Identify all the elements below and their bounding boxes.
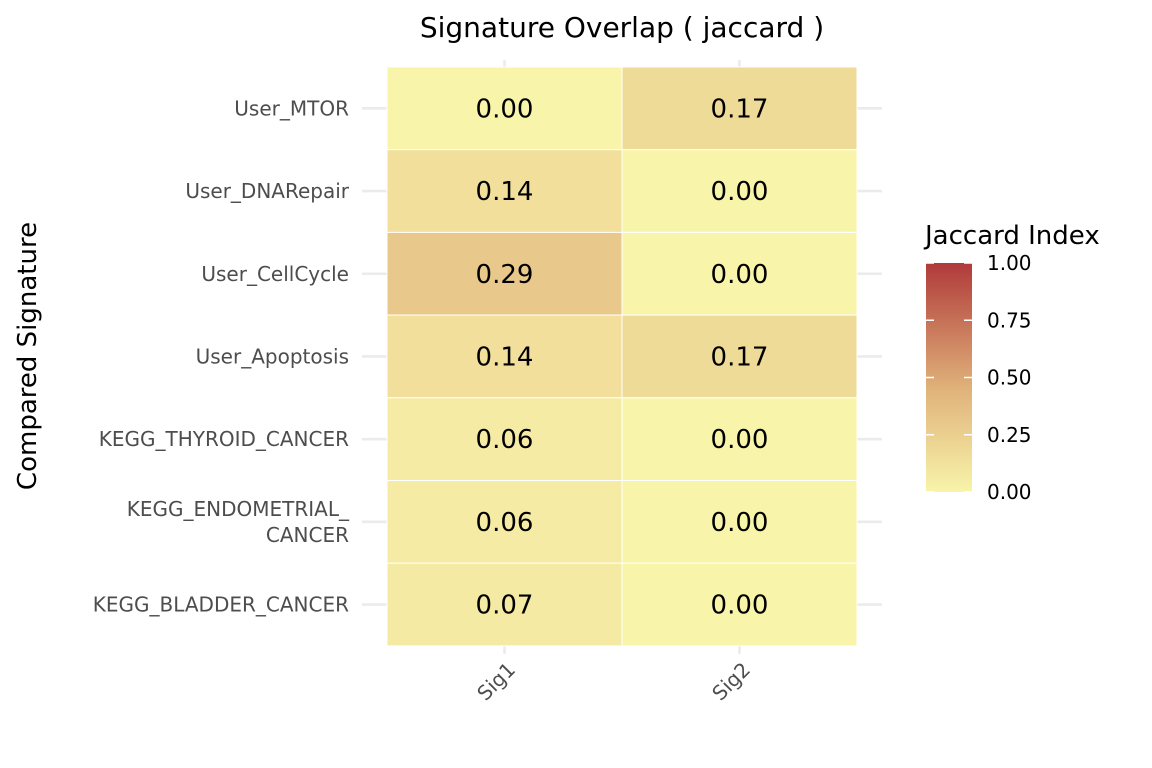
cell-value-label: 0.17: [711, 342, 769, 372]
chart-title: Signature Overlap ( jaccard ): [420, 11, 824, 44]
y-tick-label: User_DNARepair: [185, 179, 349, 203]
x-tick-labels: Sig1 Sig2: [472, 657, 755, 705]
y-tick-label: KEGG_THYROID_CANCER: [99, 427, 349, 451]
heatmap-cell: [621, 480, 858, 564]
legend-ticks: 1.00 0.75 0.50 0.25 0.00: [926, 251, 1032, 504]
cell-value-label: 0.00: [711, 260, 769, 290]
cell-value-label: 0.14: [476, 342, 534, 372]
cell-value-label: 0.00: [711, 177, 769, 207]
cell-value-label: 0.00: [711, 508, 769, 538]
x-tick-label: Sig1: [472, 657, 520, 705]
legend-tick-label: 0.75: [987, 308, 1032, 332]
cell-value-label: 0.07: [476, 591, 534, 621]
legend-tick-label: 1.00: [987, 251, 1032, 275]
heatmap-cell: [621, 231, 858, 316]
heatmap-cell: [386, 314, 623, 399]
cell-value-label: 0.14: [476, 177, 534, 207]
cell-value-label: 0.00: [476, 94, 534, 124]
x-tick-label: Sig2: [707, 657, 755, 705]
cell-value-label: 0.00: [711, 425, 769, 455]
legend-tick-label: 0.50: [987, 366, 1032, 390]
heatmap-cell: [621, 562, 858, 647]
legend-tick-label: 0.25: [987, 423, 1032, 447]
y-tick-label: KEGG_BLADDER_CANCER: [93, 593, 349, 617]
cell-value-label: 0.00: [711, 591, 769, 621]
y-tick-labels: User_MTOR User_DNARepair User_CellCycle Use…: [93, 96, 350, 616]
y-tick-label: User_CellCycle: [201, 262, 349, 286]
heatmap-cell: [621, 314, 858, 399]
heatmap-cells: 0.00 0.17 0.14 0.00 0.29 0.00 0.14 0.17 0.06 0.00…: [386, 66, 858, 647]
heatmap-cell: [386, 480, 623, 564]
cell-value-label: 0.29: [476, 260, 534, 290]
legend-title: Jaccard Index: [923, 221, 1100, 251]
y-tick-label: User_MTOR: [234, 96, 349, 120]
heatmap-cell: [386, 397, 623, 481]
y-tick-label: User_Apoptosis: [196, 344, 349, 368]
cell-value-label: 0.06: [476, 425, 534, 455]
legend-tick-label: 0.00: [987, 480, 1032, 504]
cell-value-label: 0.17: [711, 94, 769, 124]
cell-value-label: 0.06: [476, 508, 534, 538]
y-tick-label: KEGG_ENDOMETRIAL_ CANCER: [127, 497, 350, 547]
y-axis-label: Compared Signature: [13, 222, 43, 490]
legend: Jaccard Index 1.00 0.75 0.50 0.25 0.00: [923, 221, 1100, 504]
heatmap-cell: [621, 397, 858, 481]
heatmap-cell: [386, 562, 623, 647]
